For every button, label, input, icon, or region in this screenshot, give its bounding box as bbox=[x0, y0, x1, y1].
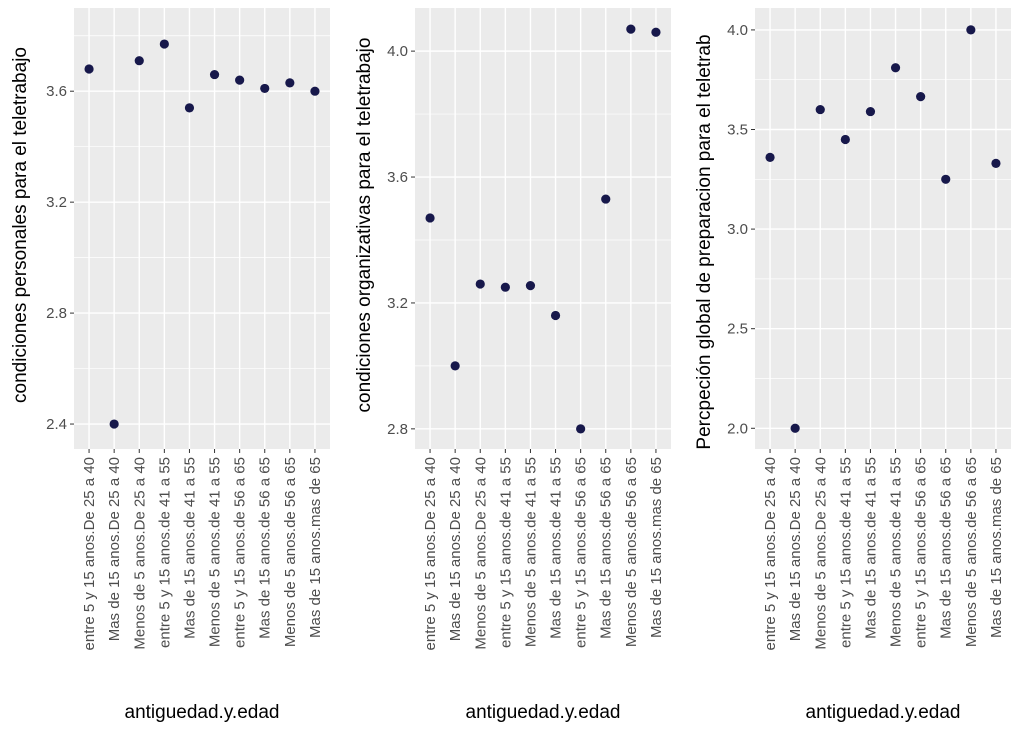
x-tick-label: Mas de 15 anos.De 25 a 40 bbox=[787, 457, 804, 641]
y-tick-label: 3.0 bbox=[727, 221, 748, 238]
panel-condiciones-personales: 2.4 2.8 3.2 3.6 entre 5 y 15 anos.De 25 a 40… bbox=[10, 8, 330, 723]
data-point bbox=[84, 64, 94, 74]
data-point bbox=[966, 25, 976, 35]
data-point bbox=[790, 423, 800, 433]
panel-percepcion-global: 2.0 2.5 3.0 3.5 4.0 entre 5 y 15 anos.De 25 a… bbox=[694, 8, 1011, 723]
data-point bbox=[576, 424, 586, 434]
data-point bbox=[550, 310, 561, 321]
data-point bbox=[651, 27, 661, 37]
panel-condiciones-organizativas: 2.8 3.2 3.6 4.0 entre 5 y 15 anos.De 25 a 40… bbox=[354, 8, 671, 723]
panel-background bbox=[74, 8, 330, 449]
x-tick-label: Menos de 5 anos.De 25 a 40 bbox=[131, 457, 148, 650]
x-tick-label: entre 5 y 15 anos.de 41 a 55 bbox=[497, 457, 514, 648]
x-tick-label: Mas de 15 anos.de 56 a 65 bbox=[938, 457, 955, 639]
data-point bbox=[184, 103, 195, 113]
x-tick-label: entre 5 y 15 anos.De 25 a 40 bbox=[422, 457, 439, 650]
y-tick-label: 3.2 bbox=[46, 194, 67, 211]
y-tick-label: 2.4 bbox=[46, 416, 67, 433]
x-tick-label: Mas de 15 anos.mas de 65 bbox=[988, 457, 1005, 638]
data-point bbox=[285, 78, 295, 88]
x-tick-label: Mas de 15 anos.De 25 a 40 bbox=[447, 457, 464, 641]
y-axis-title: condiciones organizativas para el teletr… bbox=[354, 38, 375, 413]
x-tick-label: Mas de 15 anos.de 41 a 55 bbox=[548, 457, 565, 639]
x-tick-label: Mas de 15 anos.mas de 65 bbox=[648, 457, 665, 638]
x-axis-title: antiguedad.y.edad bbox=[806, 702, 961, 723]
data-point bbox=[134, 56, 144, 66]
x-tick-label: Menos de 5 anos.de 41 a 55 bbox=[888, 457, 905, 647]
x-tick-label: Mas de 15 anos.de 56 a 65 bbox=[598, 457, 615, 639]
data-point bbox=[941, 174, 951, 184]
y-tick-label: 2.0 bbox=[727, 420, 748, 437]
data-point bbox=[159, 39, 169, 49]
x-tick-label: Menos de 5 anos.De 25 a 40 bbox=[472, 457, 489, 650]
y-axis-title: Percpeción global de preparacion para el… bbox=[694, 34, 715, 449]
y-tick-label: 3.2 bbox=[387, 295, 408, 312]
y-tick-label: 3.6 bbox=[46, 83, 67, 100]
y-tick-label: 4.0 bbox=[727, 22, 748, 39]
x-tick-label: entre 5 y 15 anos.de 56 a 65 bbox=[232, 457, 249, 648]
y-tick-label: 4.0 bbox=[387, 43, 408, 60]
x-tick-label: entre 5 y 15 anos.de 41 a 55 bbox=[837, 457, 854, 648]
x-tick-label: Menos de 5 anos.de 56 a 65 bbox=[963, 457, 980, 647]
x-tick-label: Mas de 15 anos.de 41 a 55 bbox=[181, 457, 198, 639]
y-tick-label: 2.5 bbox=[727, 321, 748, 338]
x-axis-title: antiguedad.y.edad bbox=[466, 702, 621, 723]
y-tick-label: 3.6 bbox=[387, 169, 408, 186]
y-axis-title: condiciones personales para el teletraba… bbox=[10, 47, 31, 403]
data-point bbox=[525, 281, 536, 291]
x-tick-label: Mas de 15 anos.de 41 a 55 bbox=[862, 457, 879, 639]
data-point bbox=[840, 134, 850, 145]
data-point bbox=[601, 194, 611, 204]
data-point bbox=[865, 106, 876, 117]
data-point bbox=[425, 213, 435, 223]
y-tick-label: 2.8 bbox=[387, 421, 408, 438]
x-tick-label: Mas de 15 anos.de 56 a 65 bbox=[257, 457, 274, 639]
data-point bbox=[765, 152, 775, 162]
y-tick-label: 3.5 bbox=[727, 122, 748, 139]
x-tick-label: Menos de 5 anos.de 56 a 65 bbox=[282, 457, 299, 647]
data-point bbox=[991, 158, 1001, 168]
x-tick-label: entre 5 y 15 anos.de 41 a 55 bbox=[156, 457, 173, 648]
x-tick-label: entre 5 y 15 anos.de 56 a 65 bbox=[573, 457, 590, 648]
data-point bbox=[310, 86, 320, 96]
data-point bbox=[626, 24, 636, 34]
x-axis-title: antiguedad.y.edad bbox=[125, 702, 280, 723]
x-tick-label: entre 5 y 15 anos.de 56 a 65 bbox=[913, 457, 930, 648]
data-point bbox=[235, 75, 245, 85]
data-point bbox=[916, 92, 926, 102]
data-point bbox=[500, 282, 510, 292]
x-tick-label: entre 5 y 15 anos.De 25 a 40 bbox=[762, 457, 779, 650]
data-point bbox=[890, 63, 901, 73]
x-tick-label: Mas de 15 anos.mas de 65 bbox=[307, 457, 324, 638]
x-tick-label: Menos de 5 anos.de 41 a 55 bbox=[522, 457, 539, 647]
data-point bbox=[260, 83, 270, 94]
panel-background bbox=[415, 8, 671, 449]
data-point bbox=[475, 279, 485, 289]
data-point bbox=[815, 104, 825, 115]
data-point bbox=[209, 69, 220, 80]
x-tick-label: Menos de 5 anos.De 25 a 40 bbox=[812, 457, 829, 650]
y-tick-label: 2.8 bbox=[46, 305, 67, 322]
x-tick-label: Menos de 5 anos.de 56 a 65 bbox=[623, 457, 640, 647]
x-tick-label: entre 5 y 15 anos.De 25 a 40 bbox=[81, 457, 98, 650]
data-point bbox=[450, 361, 460, 371]
x-tick-label: Menos de 5 anos.de 41 a 55 bbox=[207, 457, 224, 647]
x-tick-label: Mas de 15 anos.De 25 a 40 bbox=[106, 457, 123, 641]
data-point bbox=[109, 419, 119, 429]
